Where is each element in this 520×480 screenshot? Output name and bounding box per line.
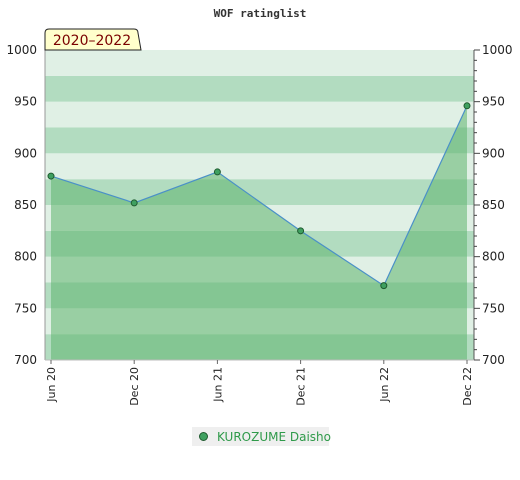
- x-tick-label: Dec 22: [461, 367, 474, 406]
- x-axis: Jun 20 Dec 20 Jun 21 Dec 21 Jun 22 Dec 22: [45, 359, 474, 406]
- data-point: [130, 199, 138, 207]
- data-point: [380, 282, 388, 290]
- y-tick-label-right: 800: [482, 250, 505, 264]
- background-band: [45, 50, 474, 76]
- y-axes: 700 700 750 750 800 800 850 850 900 900 950 950 1000…: [6, 43, 512, 367]
- x-tick-label: Jun 20: [45, 367, 58, 403]
- rating-line: [50, 105, 468, 287]
- background-band: [45, 127, 474, 154]
- background-band: [45, 101, 474, 128]
- y-tick-label-left: 900: [14, 146, 37, 160]
- data-points: [47, 102, 471, 290]
- data-point: [297, 227, 305, 235]
- y-tick-label-right: 700: [482, 353, 505, 367]
- y-tick-label-right: 1000: [482, 43, 513, 57]
- chart-title: WOF ratinglist: [214, 7, 307, 20]
- y-tick-label-left: 1000: [6, 43, 37, 57]
- legend-marker-icon: [199, 432, 208, 441]
- legend-label: KUROZUME Daisho: [217, 429, 331, 444]
- y-tick-label-right: 750: [482, 301, 505, 315]
- y-tick-label-left: 700: [14, 353, 37, 367]
- period-badge-text: 2020–2022: [53, 33, 131, 49]
- y-tick-label-right: 850: [482, 198, 505, 212]
- y-tick-label-left: 850: [14, 198, 37, 212]
- y-tick-label-left: 750: [14, 301, 37, 315]
- x-tick-label: Jun 22: [378, 367, 391, 403]
- legend[interactable]: KUROZUME Daisho: [192, 427, 331, 446]
- data-point: [47, 172, 55, 180]
- x-tick-label: Jun 21: [211, 367, 224, 403]
- period-badge: 2020–2022: [44, 28, 142, 51]
- x-tick-label: Dec 21: [295, 367, 308, 406]
- rating-area: [51, 105, 467, 360]
- y-tick-label-right: 900: [482, 146, 505, 160]
- background-band: [45, 75, 474, 102]
- data-point: [213, 168, 221, 176]
- y-tick-label-left: 800: [14, 250, 37, 264]
- x-tick-label: Dec 20: [128, 367, 141, 406]
- data-point: [463, 102, 471, 110]
- background-band: [45, 153, 474, 180]
- y-tick-label-left: 950: [14, 95, 37, 109]
- y-tick-label-right: 950: [482, 95, 505, 109]
